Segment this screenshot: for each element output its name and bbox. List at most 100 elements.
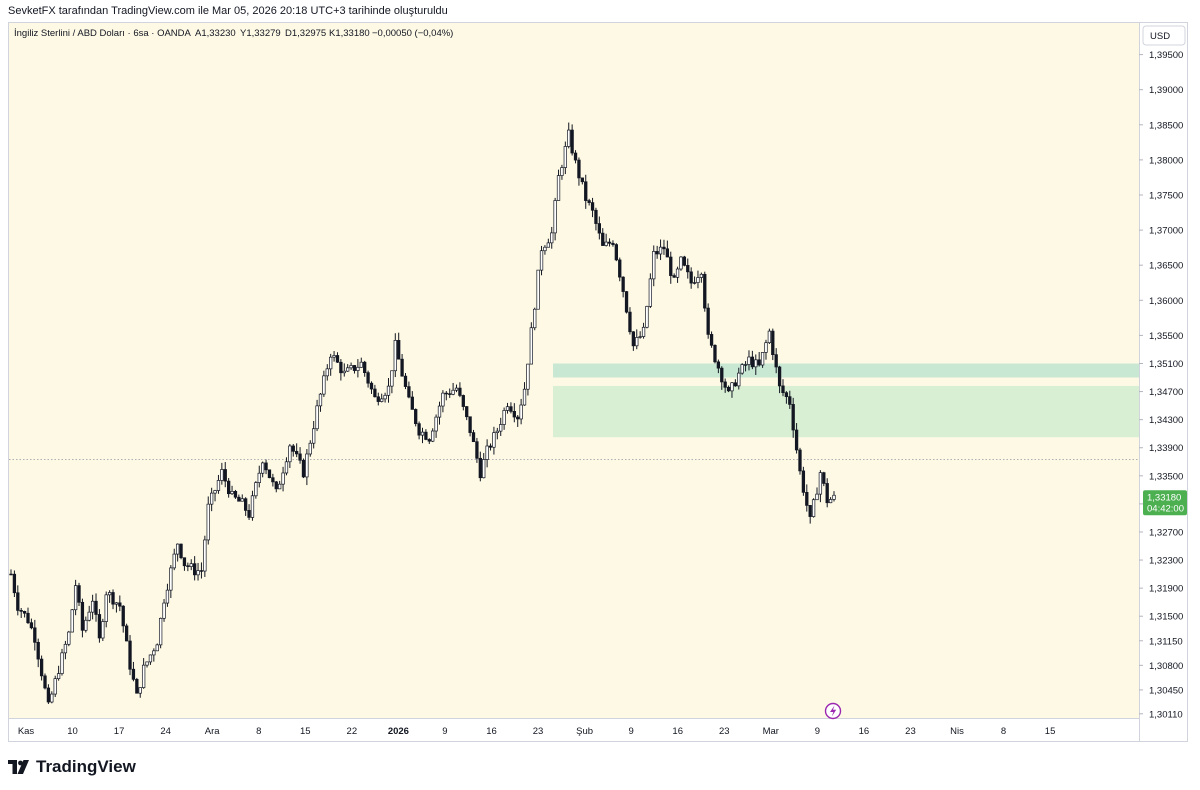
currency-button[interactable]: USD: [1142, 25, 1186, 46]
candle: [512, 403, 516, 423]
candle: [131, 661, 136, 682]
candle-body: [295, 450, 299, 455]
candle: [138, 687, 142, 698]
candle: [754, 354, 758, 375]
candle-body: [135, 678, 139, 694]
candle-body: [315, 405, 319, 430]
candle: [801, 466, 806, 496]
candle: [441, 390, 445, 413]
candle: [220, 462, 224, 485]
candle-body: [278, 483, 282, 490]
candle-body: [118, 602, 122, 607]
candle: [692, 276, 697, 285]
candle-body: [502, 410, 506, 425]
candle-body: [760, 352, 765, 366]
candle-body: [682, 256, 687, 266]
x-tick-label: 23: [905, 726, 916, 737]
candle: [570, 124, 574, 156]
candle: [373, 384, 377, 398]
chart-frame[interactable]: [8, 22, 1188, 742]
candle: [580, 177, 584, 185]
candle-body: [516, 416, 520, 420]
candle: [97, 609, 102, 643]
candle: [811, 498, 816, 518]
currency-label: USD: [1150, 31, 1170, 42]
x-tick-label: 16: [672, 726, 683, 737]
candle: [655, 245, 659, 259]
x-tick-label: Mar: [763, 726, 779, 737]
candle: [573, 150, 578, 164]
candle-body: [784, 392, 789, 398]
candle: [499, 417, 503, 436]
candle-body: [417, 423, 421, 436]
candle: [322, 370, 326, 397]
candle-body: [410, 396, 414, 410]
candle: [539, 245, 544, 276]
candle: [638, 331, 642, 339]
legend-symbol[interactable]: İngiliz Sterlini / ABD Doları · 6sa · OA…: [14, 28, 192, 39]
x-tick-label: 2026: [388, 726, 409, 737]
candle-body: [220, 469, 224, 481]
candle: [312, 420, 316, 449]
candle: [794, 423, 799, 454]
candle-body: [223, 469, 227, 482]
candle-body: [638, 336, 642, 338]
candle: [383, 392, 387, 403]
candle-body: [305, 453, 309, 478]
candle: [730, 382, 734, 398]
x-tick-label: 9: [442, 726, 447, 737]
candle: [437, 401, 442, 425]
candle-body: [604, 241, 608, 246]
candle: [39, 655, 44, 681]
candle-body: [16, 592, 20, 611]
candle-body: [808, 505, 812, 517]
candle-body: [414, 409, 418, 425]
candle: [832, 491, 836, 502]
candle-body: [46, 687, 51, 703]
candle: [414, 408, 418, 427]
candle-body: [485, 445, 489, 460]
flash-icon[interactable]: [824, 702, 842, 720]
candle-body: [818, 472, 823, 495]
candle: [621, 276, 625, 298]
candle: [223, 462, 227, 488]
candle: [390, 370, 394, 394]
candle: [665, 240, 670, 258]
header: SevketFX tarafından TradingView.com ile …: [0, 0, 1200, 22]
candle: [699, 272, 704, 283]
candle-body: [363, 361, 367, 374]
y-axis[interactable]: 1,39500 1,39000 1,38500 1,38000 1,37500 1,370…: [1139, 50, 1183, 720]
candle-body: [631, 331, 636, 347]
candle-body: [261, 462, 265, 474]
x-tick-label: 9: [815, 726, 820, 737]
candle: [444, 391, 448, 401]
candle-body: [699, 273, 704, 278]
candle-body: [182, 557, 187, 567]
y-tick-label: 1,38500: [1149, 120, 1183, 131]
candle: [107, 590, 112, 603]
candle-body: [641, 326, 646, 337]
x-axis[interactable]: Kas 10 17 24 Ara 8 15 22 2026 9 16 23 Şub 9 16 23 Mar 9 16…: [18, 726, 1056, 737]
candle-body: [104, 594, 108, 622]
candle: [257, 465, 261, 488]
candle: [128, 635, 132, 676]
candle-body: [216, 480, 221, 491]
tradingview-logo-icon[interactable]: [8, 760, 32, 774]
y-tick-label: 1,38000: [1149, 155, 1183, 166]
last-price-badge: 1,33180 04:42:00: [1143, 490, 1187, 516]
candle: [264, 459, 268, 475]
candle: [543, 245, 547, 255]
candle: [726, 385, 731, 393]
candle: [584, 174, 588, 209]
candle: [203, 535, 207, 577]
candle-body: [832, 494, 836, 500]
candle-body: [716, 361, 721, 369]
x-tick-label: 10: [67, 726, 78, 737]
candle-body: [601, 232, 605, 246]
candle: [172, 548, 176, 571]
candle-body: [628, 311, 632, 333]
candle-body: [240, 498, 244, 502]
candle-body: [29, 622, 34, 629]
candle: [771, 328, 775, 361]
